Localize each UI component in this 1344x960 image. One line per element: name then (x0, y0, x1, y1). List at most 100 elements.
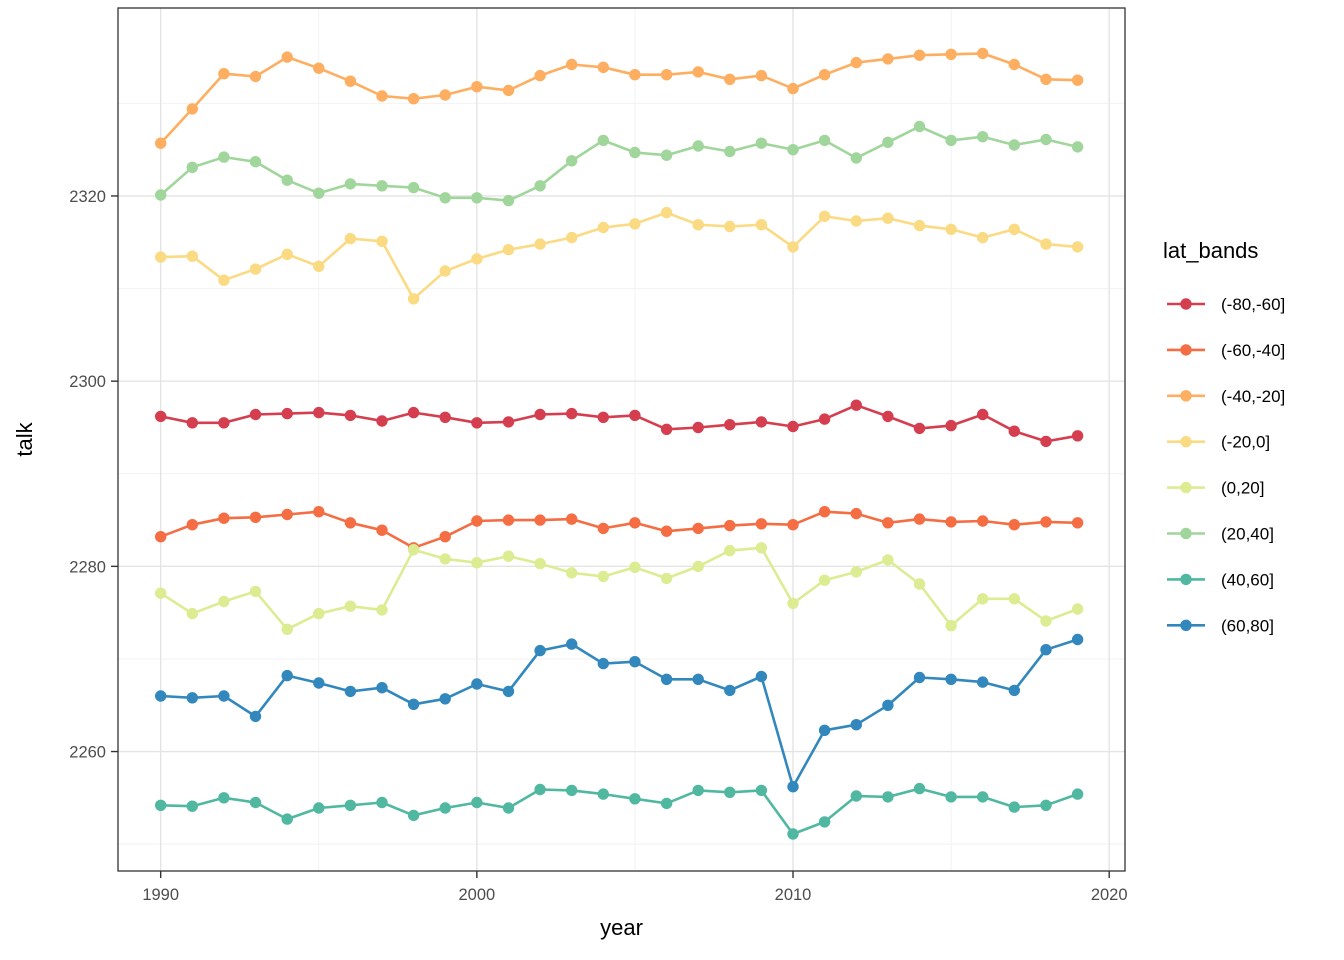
y-axis-tick-labels: 2260 2280 2300 2320 (69, 188, 106, 762)
data-point (629, 561, 641, 573)
data-point (439, 553, 451, 565)
data-point (1008, 425, 1020, 437)
data-point (755, 416, 768, 428)
legend-key-point (1180, 619, 1192, 631)
data-point (913, 422, 926, 435)
data-point (787, 781, 799, 793)
legend-key-point (1180, 390, 1192, 402)
x-tick-label: 2000 (458, 886, 495, 904)
data-point (597, 788, 609, 800)
data-point (913, 513, 926, 525)
data-point (660, 673, 673, 685)
y-tick-label: 2320 (69, 188, 106, 206)
data-point (249, 585, 262, 598)
data-point (218, 595, 230, 608)
data-point (313, 607, 325, 620)
data-point (155, 531, 167, 543)
data-point (724, 684, 736, 697)
legend-key-point (1180, 436, 1192, 448)
data-point (945, 516, 957, 528)
data-point (313, 406, 325, 419)
data-point (692, 560, 704, 573)
data-point (945, 619, 957, 632)
data-point (818, 413, 831, 425)
legend-item-(-80,-60]: (-80,-60] (1167, 295, 1285, 314)
data-point (249, 710, 262, 723)
data-point (660, 525, 673, 537)
data-point (313, 62, 325, 74)
data-point (977, 676, 989, 688)
data-point (629, 146, 641, 159)
data-point (249, 511, 262, 523)
data-point (1040, 435, 1052, 448)
data-point (850, 790, 862, 802)
data-point (218, 151, 230, 163)
data-point (629, 69, 641, 81)
data-point (313, 187, 325, 199)
data-point (755, 219, 768, 231)
data-point (724, 145, 736, 158)
data-point (818, 210, 831, 222)
data-point (977, 515, 989, 527)
data-point (281, 407, 293, 420)
data-point (1008, 519, 1020, 531)
data-point (818, 574, 831, 586)
axis-ticks (111, 195, 1110, 878)
data-point (502, 194, 515, 207)
x-axis-title: year (600, 915, 643, 940)
data-point (281, 669, 293, 682)
data-point (850, 215, 862, 227)
data-point (376, 235, 388, 247)
data-point (787, 420, 799, 433)
y-axis-title: talk (12, 421, 37, 456)
series-line (159, 546, 1079, 631)
legend-item-label: (-60,-40] (1221, 341, 1285, 360)
data-point (313, 260, 325, 272)
data-point (534, 69, 546, 82)
data-point (1008, 684, 1020, 697)
data-point (186, 607, 198, 620)
data-point (439, 411, 451, 423)
data-point (439, 802, 451, 814)
data-point (313, 802, 325, 814)
data-point (977, 593, 989, 605)
data-point (913, 671, 926, 684)
data-point (281, 508, 293, 521)
x-tick-label: 1990 (142, 886, 179, 904)
data-point (471, 515, 483, 527)
data-point (1071, 241, 1084, 253)
data-point (407, 544, 420, 556)
data-point (502, 550, 515, 562)
panel-border (117, 7, 1126, 872)
legend-key-point (1180, 481, 1192, 494)
data-point (344, 178, 357, 190)
legend-item-label: (0,20] (1221, 479, 1264, 498)
data-point (471, 678, 483, 690)
data-point (629, 409, 641, 422)
legend-item-label: (-40,-20] (1221, 387, 1285, 406)
data-point (597, 522, 609, 535)
data-point (407, 698, 420, 710)
legend-key-point (1180, 573, 1192, 586)
data-point (1008, 139, 1020, 151)
series-(0,20] (155, 542, 1084, 635)
data-point (566, 784, 578, 797)
data-point (724, 544, 736, 557)
data-point (281, 248, 293, 260)
data-point (1040, 73, 1052, 86)
data-point (155, 587, 167, 599)
data-point (186, 417, 198, 429)
data-point (471, 796, 483, 809)
data-point (439, 192, 451, 204)
data-point (344, 517, 357, 529)
data-point (597, 134, 609, 147)
series-(-60,-40] (155, 506, 1084, 554)
data-point (249, 156, 262, 168)
data-point (977, 47, 989, 60)
data-point (502, 514, 515, 526)
grid-minor (118, 8, 1125, 871)
data-point (313, 506, 325, 518)
data-point (471, 253, 483, 265)
